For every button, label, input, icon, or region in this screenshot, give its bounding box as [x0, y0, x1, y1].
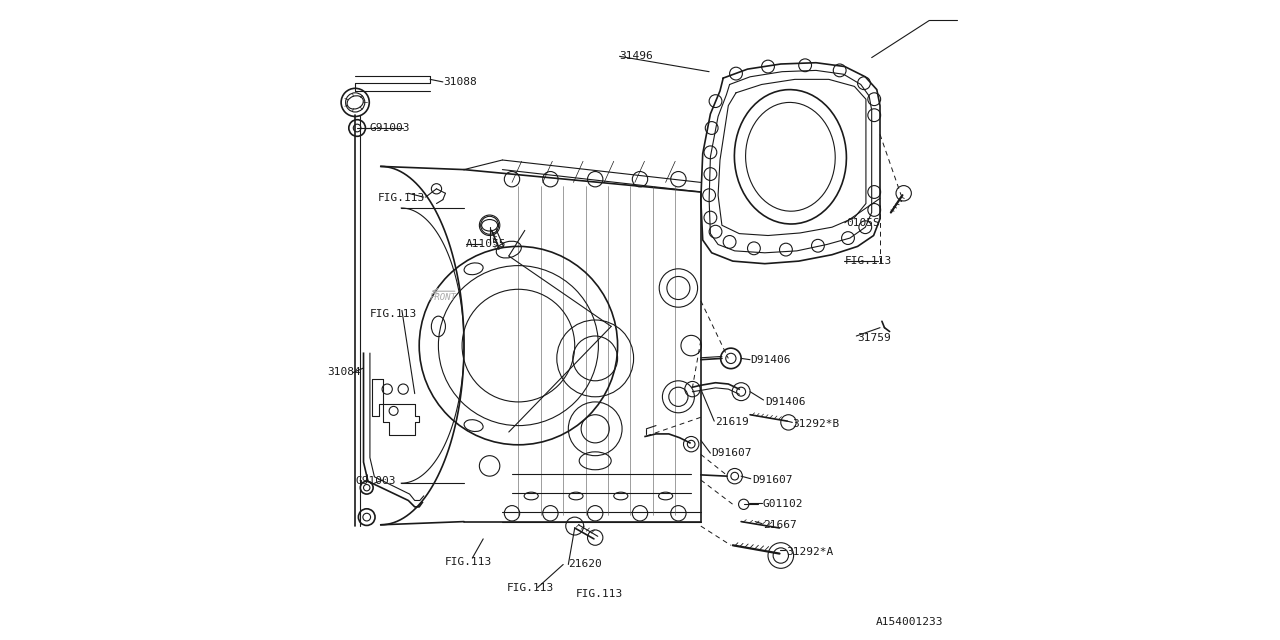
Text: 21619: 21619 [716, 417, 749, 428]
Text: G91003: G91003 [356, 476, 396, 486]
Text: 31496: 31496 [620, 51, 653, 61]
Text: FIG.113: FIG.113 [845, 256, 892, 266]
Text: D91607: D91607 [712, 448, 753, 458]
Text: 31084: 31084 [328, 367, 361, 378]
Text: 21667: 21667 [763, 520, 796, 530]
Text: G91003: G91003 [370, 123, 411, 133]
Text: 31759: 31759 [858, 333, 891, 343]
Text: FIG.113: FIG.113 [370, 308, 417, 319]
Text: A154001233: A154001233 [876, 617, 943, 627]
Text: A11055: A11055 [466, 239, 507, 250]
Text: FIG.113: FIG.113 [445, 557, 492, 567]
Text: 31292*A: 31292*A [786, 547, 833, 557]
Text: FIG.113: FIG.113 [576, 589, 623, 599]
Text: FIG.113: FIG.113 [507, 582, 554, 593]
Text: D91406: D91406 [750, 355, 791, 365]
Text: 21620: 21620 [568, 559, 602, 570]
Text: G01102: G01102 [763, 499, 804, 509]
Text: 0105S: 0105S [846, 218, 879, 228]
Text: D91607: D91607 [753, 475, 792, 485]
Text: 31292*B: 31292*B [792, 419, 840, 429]
Text: FRONT: FRONT [430, 293, 457, 302]
Text: D91406: D91406 [765, 397, 805, 407]
Text: 31088: 31088 [443, 77, 476, 87]
Text: FIG.113: FIG.113 [378, 193, 425, 204]
